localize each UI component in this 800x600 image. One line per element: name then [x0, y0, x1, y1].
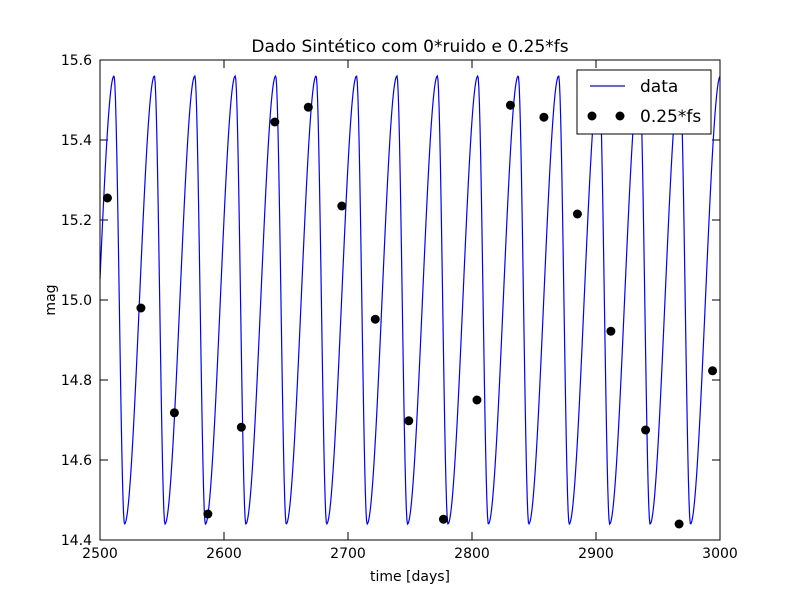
sample-point — [203, 509, 213, 519]
x-tick-label: 2500 — [82, 546, 118, 562]
sample-point — [438, 514, 448, 524]
sample-point — [169, 408, 179, 418]
x-tick-label: 3000 — [702, 546, 738, 562]
sample-point — [505, 100, 515, 110]
sample-point — [572, 209, 582, 219]
y-tick-label: 14.8 — [61, 373, 92, 389]
legend-marker-swatch-right — [615, 111, 625, 121]
sample-point — [303, 102, 313, 112]
legend: data 0.25*fs — [576, 69, 712, 135]
sample-point — [270, 117, 280, 127]
y-tick-label: 14.6 — [61, 453, 92, 469]
sample-point — [606, 326, 616, 336]
sample-point — [102, 193, 112, 203]
chart-title: Dado Sintético com 0*ruido e 0.25*fs — [251, 37, 568, 57]
sample-point — [472, 395, 482, 405]
ticks-layer: 2500 2600 2700 2800 2900 3000 14.4 14.6 14.8 15.0… — [61, 53, 738, 562]
x-tick-label: 2600 — [206, 546, 242, 562]
x-tick-label: 2900 — [578, 546, 614, 562]
y-tick-label: 15.6 — [61, 53, 92, 69]
sample-point — [404, 416, 414, 426]
x-tick-label: 2800 — [454, 546, 490, 562]
legend-label-data: data — [640, 77, 678, 97]
legend-marker-swatch-left — [587, 111, 597, 121]
y-axis-label: mag — [43, 284, 59, 315]
y-tick-label: 15.0 — [61, 293, 92, 309]
sample-point — [539, 112, 549, 122]
sample-point — [370, 314, 380, 324]
legend-label-samples: 0.25*fs — [640, 107, 701, 127]
legend-box — [576, 69, 712, 135]
y-tick-label: 15.4 — [61, 133, 92, 149]
sample-point — [674, 519, 684, 529]
sample-point — [236, 422, 246, 432]
series-line-data — [99, 74, 721, 526]
x-axis-label: time [days] — [370, 569, 450, 585]
y-tick-label: 15.2 — [61, 213, 92, 229]
sample-point — [708, 366, 718, 376]
y-tick-label: 14.4 — [61, 533, 92, 549]
series-layer — [99, 74, 721, 529]
x-tick-label: 2700 — [330, 546, 366, 562]
sample-point — [136, 303, 146, 313]
sample-point — [641, 425, 651, 435]
sample-point — [337, 201, 347, 211]
plot-frame — [99, 59, 721, 541]
